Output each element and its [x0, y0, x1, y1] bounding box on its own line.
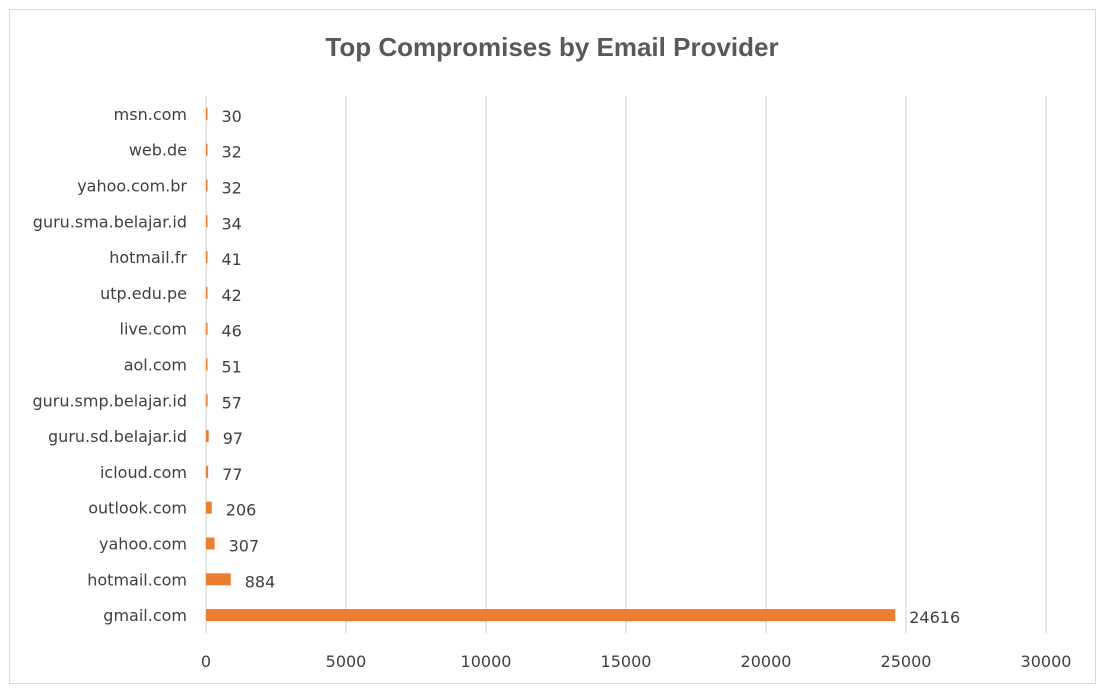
bar-guru.sd.belajar.id [206, 430, 209, 443]
data-label: 884 [245, 572, 276, 591]
data-label: 77 [222, 465, 242, 484]
bar-hotmail.com [206, 573, 231, 586]
bar-outlook.com [206, 501, 212, 514]
data-label: 41 [222, 250, 242, 269]
data-label: 32 [222, 179, 242, 198]
category-label: msn.com [114, 105, 187, 124]
data-labels: 30 32 32 34 41 42 46 51 57 97 77 206 307 884 24616 [222, 107, 961, 627]
category-label: yahoo.com.br [77, 177, 187, 196]
bar-yahoo.com [206, 537, 215, 550]
x-tick-label: 10000 [461, 652, 512, 671]
data-label: 30 [222, 107, 242, 126]
x-tick-label: 15000 [601, 652, 652, 671]
category-labels: msn.com web.de yahoo.com.br guru.sma.belaja… [32, 105, 187, 625]
bar-msn.com [206, 107, 208, 120]
data-label: 307 [229, 537, 260, 556]
x-axis-tick-labels: 0 5000 10000 15000 20000 25000 30000 [201, 652, 1072, 671]
data-label: 24616 [909, 608, 960, 627]
category-label: hotmail.com [87, 570, 187, 589]
data-label: 34 [222, 214, 242, 233]
category-label: utp.edu.pe [100, 284, 187, 303]
bar-hotmail.fr [206, 251, 208, 264]
gridlines [205, 96, 1047, 633]
category-label: outlook.com [88, 499, 187, 518]
data-label: 206 [226, 501, 257, 520]
bar-guru.sma.belajar.id [206, 215, 208, 228]
bar-aol.com [206, 358, 208, 371]
category-label: yahoo.com [99, 535, 187, 554]
data-label: 46 [222, 322, 242, 341]
category-label: guru.smp.belajar.id [32, 391, 187, 410]
category-label: icloud.com [100, 463, 187, 482]
data-label: 51 [222, 358, 242, 377]
data-label: 32 [222, 143, 242, 162]
bar-live.com [206, 322, 208, 335]
category-label: aol.com [124, 356, 187, 375]
category-label: hotmail.fr [109, 248, 187, 267]
category-label: guru.sd.belajar.id [48, 427, 187, 446]
bars [206, 107, 896, 622]
chart-title: Top Compromises by Email Provider [325, 32, 778, 62]
category-label: guru.sma.belajar.id [33, 212, 187, 231]
chart-frame [9, 9, 1096, 684]
bar-guru.smp.belajar.id [206, 394, 208, 407]
category-label: live.com [120, 320, 187, 339]
x-tick-label: 25000 [881, 652, 932, 671]
x-tick-label: 0 [201, 652, 211, 671]
x-tick-label: 30000 [1021, 652, 1072, 671]
bar-web.de [206, 143, 208, 156]
data-label: 97 [223, 429, 243, 448]
bar-yahoo.com.br [206, 179, 208, 192]
category-label: gmail.com [103, 606, 187, 625]
x-tick-label: 5000 [326, 652, 367, 671]
bar-utp.edu.pe [206, 286, 208, 299]
data-label: 57 [222, 393, 242, 412]
bar-gmail.com [206, 609, 896, 622]
category-label: web.de [129, 141, 187, 160]
x-tick-label: 20000 [741, 652, 792, 671]
data-label: 42 [222, 286, 242, 305]
bar-icloud.com [206, 465, 209, 478]
